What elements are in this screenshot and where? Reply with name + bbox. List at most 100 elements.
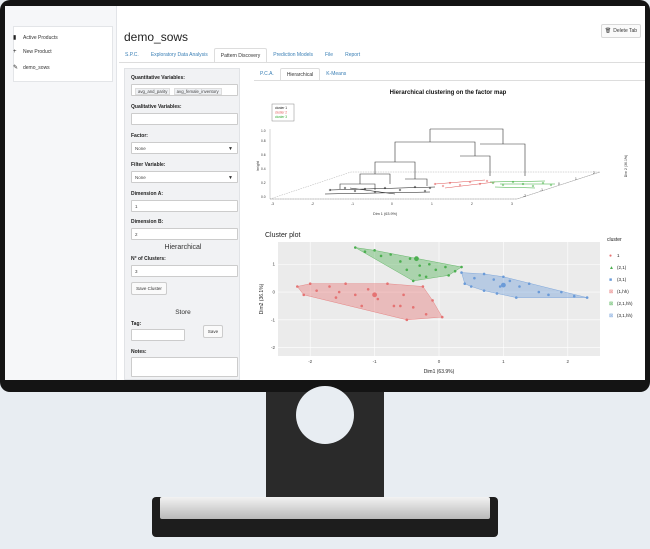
data-point (392, 304, 396, 308)
z-axis-label: Dim 2 (36.1%) (624, 155, 628, 177)
data-point (424, 275, 428, 279)
tick-label: 0 (272, 290, 275, 295)
tab-eda[interactable]: Exploratory Data Analysis (150, 52, 208, 58)
data-point (360, 304, 364, 308)
notes-label: Notes: (131, 349, 147, 355)
leaf-points (328, 179, 553, 194)
data-point (402, 293, 405, 297)
cluster-points (296, 246, 589, 322)
tick-label: -1 (540, 188, 543, 192)
sidebar-item-active-products[interactable]: ▮ Active Products (13, 34, 58, 42)
tick-label: 0.4 (261, 167, 266, 171)
tab-hierarchical[interactable]: Hierarchical (279, 68, 321, 80)
leaf-point (433, 182, 437, 186)
data-point (453, 269, 457, 273)
data-point (560, 290, 563, 294)
x-ticks: -3 -2 -1 0 1 2 3 (271, 202, 513, 206)
tick-label: 2 (567, 359, 570, 364)
tick-label: 0.6 (261, 153, 266, 157)
filter-variable-select[interactable]: None ▼ (131, 171, 238, 183)
tick-label: 0 (558, 182, 560, 186)
pencil-icon: ✎ (13, 65, 19, 71)
data-point (463, 282, 467, 286)
data-point (473, 276, 476, 280)
x-axis-label: Dim 1 (63.9%) (373, 212, 398, 216)
delete-tab-button[interactable]: 🗑 Delete Tab (601, 24, 641, 38)
gridlines (278, 242, 600, 356)
dimension-b-input[interactable]: 2 (131, 228, 238, 240)
data-point (424, 312, 428, 316)
leaf-point (458, 183, 462, 187)
filter-select-value: None (135, 175, 146, 180)
data-point (537, 290, 541, 294)
factor-select-value: None (135, 146, 146, 151)
data-point (334, 296, 338, 299)
tab-prediction-models[interactable]: Prediction Models (273, 52, 314, 58)
sidebar-item-label: Active Products (23, 34, 58, 41)
qual-variables-label: Qualitative Variables: (131, 104, 182, 110)
data-point (389, 253, 392, 256)
legend-entry: cluster 3 (275, 115, 287, 119)
data-point (315, 289, 318, 292)
tab-file[interactable]: File (325, 52, 334, 58)
data-point (518, 285, 521, 288)
monitor-base-top (160, 497, 490, 519)
factor-select[interactable]: None ▼ (131, 142, 238, 154)
clusters-label: N° of Clusters: (131, 256, 166, 262)
save-cluster-button[interactable]: Save Cluster (131, 282, 167, 295)
selected-variable-tag[interactable]: avg_and_parity (135, 88, 171, 95)
legend-symbol: ● (609, 253, 612, 259)
sidebar-item-demo-sows[interactable]: ✎ demo_sows (13, 64, 50, 72)
y-ticks: 0.0 0.2 0.4 0.6 0.8 1.0 (261, 129, 266, 199)
leaf-point (549, 183, 553, 187)
tick-label: 1 (431, 202, 433, 206)
data-point (376, 297, 380, 301)
save-button[interactable]: Save (203, 325, 223, 338)
notes-textarea[interactable] (131, 357, 238, 377)
chevron-down-icon: ▼ (228, 146, 233, 152)
leaf-point (328, 188, 332, 192)
tab-pattern-discovery[interactable]: Pattern Discovery (213, 48, 268, 62)
cluster-plot: Cluster plot -2 -1 0 1 2 -2 -1 0 1 Dim1 (63.9%)… (255, 226, 640, 378)
tick-label: 3 (511, 202, 513, 206)
app-screen: ▮ Active Products + New Product ✎ demo_s… (5, 6, 645, 380)
data-point (502, 275, 505, 279)
legend-entry: 1 (617, 253, 620, 258)
tab-kmeans[interactable]: K-Means (326, 71, 347, 77)
tag-label: Tag: (131, 321, 142, 327)
selected-variable-tag[interactable]: avg_female_inventory (173, 88, 222, 95)
legend-entry: (2,1) (617, 265, 627, 270)
leaf-point (531, 184, 535, 188)
data-point (434, 268, 438, 272)
tab-pca[interactable]: P.C.A. (260, 71, 274, 77)
legend-entry: (1,hh) (617, 289, 629, 294)
sidebar-item-new-product[interactable]: + New Product (13, 49, 52, 55)
legend-box (271, 103, 295, 122)
tab-report[interactable]: Report (345, 52, 361, 58)
page-title: demo_sows (124, 30, 189, 44)
tick-label: -2 (311, 202, 314, 206)
tag-input[interactable] (131, 329, 185, 341)
quant-variables-input[interactable]: avg_and_parity avg_female_inventory (131, 84, 238, 96)
data-point (399, 260, 402, 263)
tab-spc[interactable]: S.P.C. (125, 52, 139, 58)
monitor-neck-hole (296, 386, 354, 444)
clusters-input[interactable]: 3 (131, 265, 238, 277)
legend-symbol: ⊠ (609, 289, 613, 295)
tick-label: 0 (391, 202, 393, 206)
dimension-a-input[interactable]: 1 (131, 200, 238, 212)
data-point (418, 264, 421, 267)
store-heading: Store (175, 309, 191, 316)
qual-variables-input[interactable] (131, 113, 238, 125)
data-point (405, 268, 409, 272)
tick-label: -3 (271, 202, 274, 206)
leaf-point (541, 181, 545, 185)
leaf-point (398, 188, 402, 192)
leaf-point (343, 186, 347, 190)
leaf-point (521, 182, 525, 186)
tick-label: 0.2 (261, 181, 266, 185)
data-point (482, 289, 486, 292)
data-point (353, 293, 357, 297)
data-point (344, 282, 347, 286)
tick-label: -2 (308, 359, 312, 364)
